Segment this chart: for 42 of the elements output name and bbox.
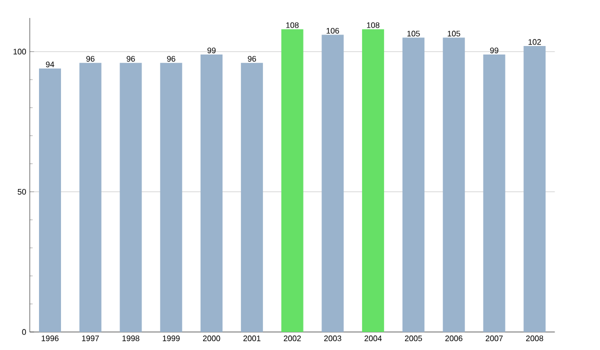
data-label: 108 [367,22,380,28]
data-label: 105 [407,30,420,36]
x-tick-label: 2000 [203,336,220,342]
x-tick-label: 1997 [82,336,99,342]
bar [79,62,102,332]
data-label: 96 [167,56,176,62]
x-tick-label: 2004 [364,336,382,342]
data-label: 105 [448,30,460,36]
x-tick-label: 2005 [404,336,422,342]
bar [240,62,263,332]
data-label: 99 [207,48,216,54]
x-tick-label: 2001 [243,336,260,342]
bar [120,62,142,332]
data-label: 96 [86,56,94,62]
data-label: 94 [46,62,54,68]
x-tick-label: 2002 [284,336,301,342]
x-tick-label: 2003 [324,336,342,342]
bar [200,54,223,332]
data-label: 99 [490,48,498,54]
x-tick-label: 1996 [42,336,59,342]
bar [322,34,344,332]
x-tick-label: 2007 [486,336,503,342]
x-tick-label: 1998 [122,336,140,342]
bar [524,46,546,332]
bar [483,54,506,332]
data-label: 102 [528,39,541,45]
data-label: 106 [326,28,340,34]
y-tick-label: 50 [18,188,26,195]
bar [442,38,465,332]
data-label: 96 [126,56,135,62]
bar [39,68,62,332]
x-tick-label: 2006 [445,336,462,342]
y-tick-label: 100 [14,48,26,54]
bar [160,62,182,332]
bar [281,29,304,332]
bar [402,38,424,332]
x-tick-label: 1999 [162,336,180,342]
x-tick-label: 2008 [526,336,544,342]
data-label: 96 [248,56,256,62]
data-label: 108 [286,22,299,28]
bar [362,29,384,332]
y-tick-label: 0 [22,329,26,335]
